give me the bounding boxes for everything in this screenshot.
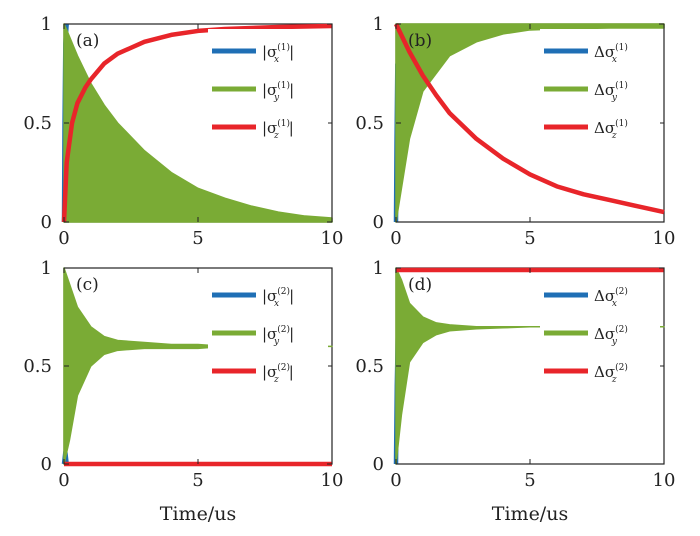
y-tick-label: 0 [41,212,52,233]
y-tick-label: 1 [41,258,52,279]
series-z-line [393,23,665,215]
x-tick-label: 5 [192,470,203,491]
y-tick-label: 0.5 [355,113,384,134]
x-tick-label: 10 [321,228,344,249]
x-tick-label: 5 [192,228,203,249]
panel-label: (b) [408,31,432,51]
legend-entry: |σ(1) x | [262,42,294,65]
x-tick-label: 5 [524,228,535,249]
x-axis-label: Time/us [492,503,568,525]
panel-label: (a) [76,31,99,51]
x-tick-label: 10 [653,470,676,491]
legend-entry: |σ(2) x | [262,286,294,309]
legend-box [540,29,660,141]
legend-box [208,273,328,385]
y-tick-label: 1 [41,14,52,35]
legend-entry: Δσ(1) z [594,118,628,141]
panel-1: 0 5 10 0 0.5 1 (a) |σ(1) x | |σ(1) y | |σ(1) z | [23,14,343,249]
x-axis-label: Time/us [160,503,236,525]
legend-entry: |σ(2) z | [262,362,294,385]
panel-4: 0 5 10 0 0.5 1 (d) Δσ(2) x Δσ(2) y Δσ(2) z Time/us [355,258,675,525]
x-tick-label: 0 [390,228,401,249]
legend-entry: |σ(2) y | [262,324,294,347]
panel-2: 0 5 10 0 0.5 1 (b) Δσ(1) x Δσ(1) y Δσ(1) z [355,14,675,249]
y-tick-label: 0 [373,212,384,233]
y-tick-label: 0.5 [23,113,52,134]
x-tick-label: 0 [58,470,69,491]
legend-box [208,29,328,141]
y-tick-label: 0 [373,454,384,475]
x-tick-label: 0 [390,470,401,491]
legend-entry: Δσ(1) x [594,42,628,65]
x-tick-label: 10 [653,228,676,249]
panel-3: 0 5 10 0 0.5 1 (c) |σ(2) x | |σ(2) y | |σ(2) z | Time/us [23,258,343,525]
legend-entry: Δσ(2) y [594,324,628,347]
y-tick-label: 0 [41,454,52,475]
y-tick-label: 1 [373,258,384,279]
legend-entry: Δσ(2) x [594,286,628,309]
legend-entry: |σ(1) z | [262,118,294,141]
x-tick-label: 10 [321,470,344,491]
x-tick-label: 5 [524,470,535,491]
y-tick-label: 1 [373,14,384,35]
panel-label: (c) [76,275,99,295]
y-tick-label: 0.5 [355,356,384,377]
legend-entry: Δσ(1) y [594,80,628,103]
legend-box [540,273,660,385]
y-tick-label: 0.5 [23,356,52,377]
panel-label: (d) [408,275,432,295]
x-tick-label: 0 [58,228,69,249]
legend-entry: |σ(1) y | [262,80,294,103]
legend-entry: Δσ(2) z [594,362,628,385]
